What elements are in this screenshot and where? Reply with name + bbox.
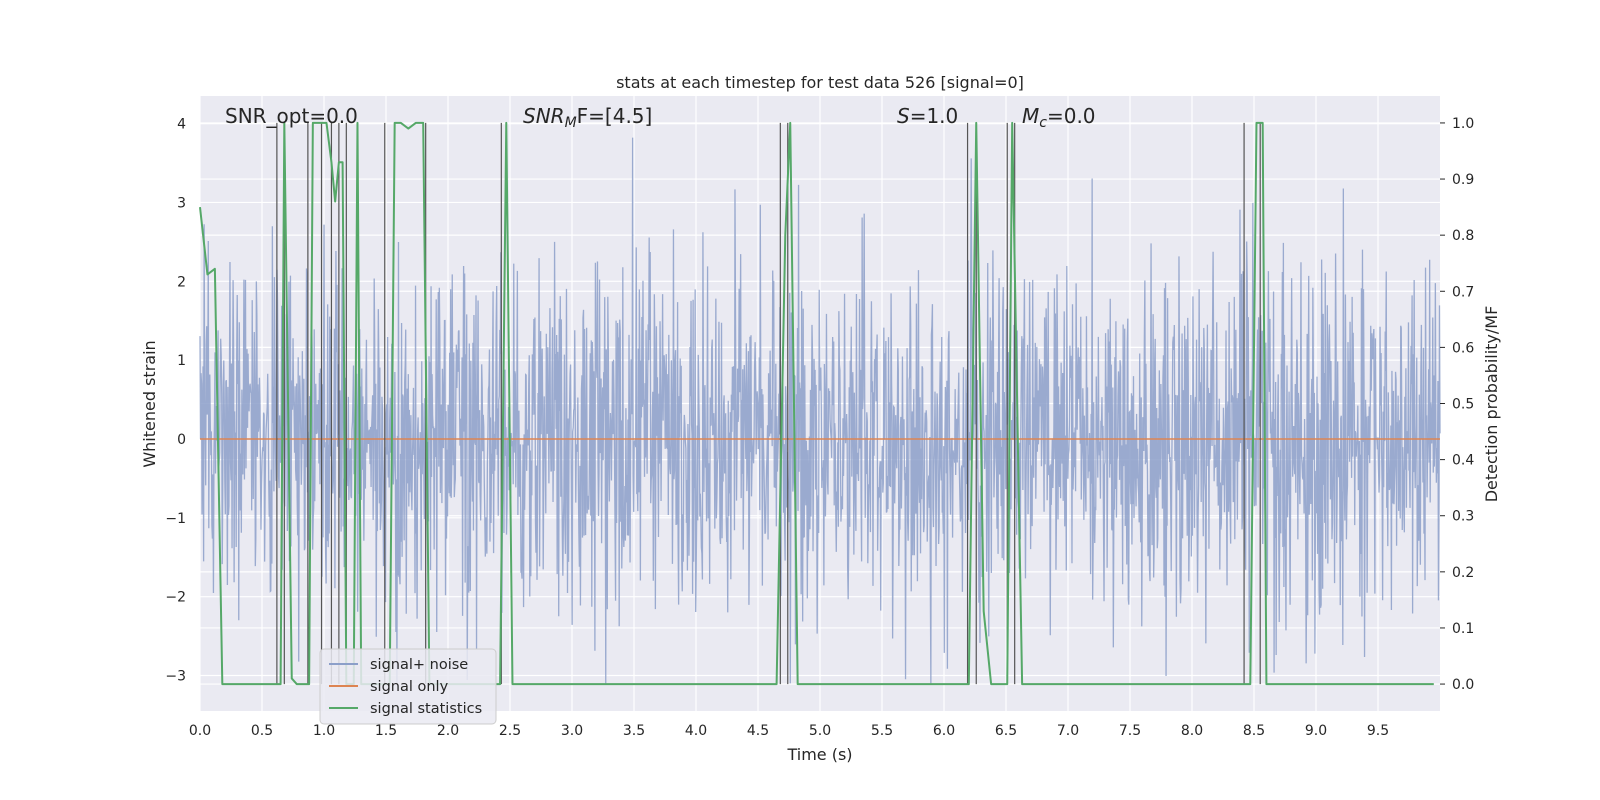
- y-right-tick-label: 0.3: [1452, 509, 1474, 525]
- x-axis-label: Time (s): [786, 745, 852, 764]
- y-left-tick-label: −2: [165, 590, 186, 606]
- y-right-ticks: 1.0 0.9 0.8 0.7 0.6 0.5 0.4 0.3 0.2 0.1 0.0: [1440, 116, 1474, 693]
- x-tick-label: 9.5: [1367, 723, 1389, 739]
- y-right-tick-label: 0.1: [1452, 621, 1474, 637]
- y-right-tick-label: 0.2: [1452, 565, 1474, 581]
- statistics-path: [199, 121, 1434, 686]
- annotation-snr-mf-tail: F=[4.5]: [577, 104, 653, 128]
- y-right-tick-label: 1.0: [1452, 116, 1474, 132]
- x-tick-label: 2.0: [437, 723, 459, 739]
- x-tick-label: 5.0: [809, 723, 831, 739]
- x-tick-label: 2.5: [499, 723, 521, 739]
- noise-path: [199, 137, 1441, 684]
- y-left-ticks: 4 3 2 1 0 −1 −2 −3: [165, 117, 186, 685]
- x-ticks: 0.0 0.5 1.0 1.5 2.0 2.5 3.0 3.5 4.0 4.5 5.0 5.5 6.0 6…: [189, 723, 1389, 739]
- x-tick-label: 8.5: [1243, 723, 1265, 739]
- annotation-mc-tail: =0.0: [1047, 104, 1096, 128]
- chart-title: stats at each timestep for test data 526…: [616, 73, 1024, 92]
- y-right-tick-label: 0.0: [1452, 677, 1474, 693]
- y-left-tick-label: −1: [165, 511, 186, 527]
- legend-label-noise: signal+ noise: [370, 657, 468, 673]
- x-tick-label: 7.5: [1119, 723, 1141, 739]
- y-left-tick-label: 3: [177, 195, 186, 211]
- y-left-tick-label: 0: [177, 432, 186, 448]
- signal-statistics-line: [199, 121, 1434, 686]
- x-tick-label: 7.0: [1057, 723, 1079, 739]
- annotation-snr-mf-sub: M: [565, 115, 577, 131]
- y-axis-left-label: Whitened strain: [140, 340, 159, 467]
- annotation-snr-mf-main: SNR: [523, 104, 565, 128]
- annotation-s-tail: =1.0: [910, 104, 959, 128]
- legend-label-signal-only: signal only: [370, 679, 449, 695]
- y-left-tick-label: 2: [177, 274, 186, 290]
- x-tick-label: 8.0: [1181, 723, 1203, 739]
- x-tick-label: 1.0: [313, 723, 335, 739]
- legend-box: [319, 648, 497, 725]
- annotation-mc-sub: c: [1039, 115, 1047, 131]
- x-tick-label: 4.5: [747, 723, 769, 739]
- noise-trace: [199, 137, 1441, 684]
- y-left-tick-label: 1: [177, 353, 186, 369]
- annotation-snr-mf: SNRMF=[4.5]: [523, 104, 652, 131]
- x-tick-label: 3.0: [561, 723, 583, 739]
- x-tick-label: 1.5: [375, 723, 397, 739]
- annotation-mc: Mc=0.0: [1022, 104, 1096, 131]
- legend-label-statistics: signal statistics: [370, 701, 482, 717]
- x-tick-label: 6.0: [933, 723, 955, 739]
- vertical-markers: [276, 122, 1261, 685]
- annotation-s-main: S: [897, 104, 910, 128]
- x-tick-label: 3.5: [623, 723, 645, 739]
- y-right-tick-label: 0.8: [1452, 228, 1474, 244]
- annotation-mc-main: M: [1022, 104, 1039, 128]
- y-left-tick-label: −3: [165, 669, 186, 685]
- y-left-tick-label: 4: [177, 117, 186, 133]
- legend: signal+ noise signal only signal statist…: [319, 648, 497, 725]
- y-right-tick-label: 0.9: [1452, 172, 1474, 188]
- x-tick-label: 0.0: [189, 723, 211, 739]
- x-tick-label: 5.5: [871, 723, 893, 739]
- y-right-tick-label: 0.7: [1452, 284, 1474, 300]
- annotation-snr-opt: SNR_opt=0.0: [225, 104, 358, 128]
- x-tick-label: 4.0: [685, 723, 707, 739]
- y-right-tick-label: 0.4: [1452, 453, 1474, 469]
- y-right-tick-label: 0.5: [1452, 397, 1474, 413]
- x-tick-label: 0.5: [251, 723, 273, 739]
- y-axis-right-label: Detection probability/MF: [1482, 306, 1501, 503]
- y-right-tick-label: 0.6: [1452, 340, 1474, 356]
- x-tick-label: 9.0: [1305, 723, 1327, 739]
- x-tick-label: 6.5: [995, 723, 1017, 739]
- annotation-s: S=1.0: [897, 104, 958, 128]
